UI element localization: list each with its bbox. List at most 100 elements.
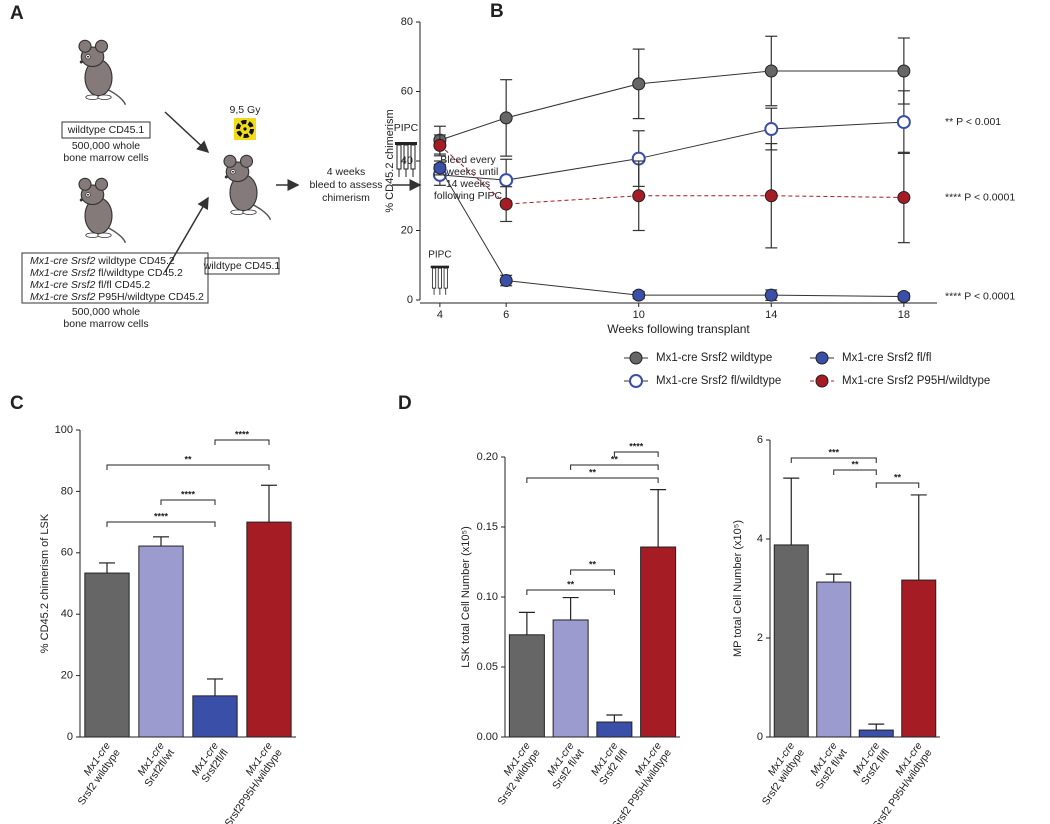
error-bar [868, 723, 885, 731]
step-text: Bleed every [440, 154, 496, 166]
significance-label: ** [611, 454, 619, 464]
x-tick-label: 14 [765, 309, 777, 321]
error-bar [910, 494, 927, 581]
step-text: 4 weeks [327, 166, 366, 178]
donor-cells: 500,000 whole [72, 140, 140, 152]
step-text: following PIPC [434, 190, 503, 202]
x-tick-label: 10 [633, 309, 645, 321]
significance-bracket [613, 451, 659, 457]
x-axis-label: Weeks following transplant [607, 322, 750, 336]
recipient-label: wildtype CD45.1 [203, 260, 281, 272]
error-bar [153, 536, 169, 547]
donor-cells: bone marrow cells [63, 152, 148, 164]
series-line [439, 121, 904, 181]
significance-label: ** [894, 472, 902, 482]
x-tick-label: Mx1-creSrsf2 wildtype [750, 740, 807, 807]
point [499, 274, 513, 288]
y-tick-label: 0 [757, 731, 763, 743]
y-tick-label: 0.05 [477, 661, 498, 673]
point [897, 64, 911, 78]
panel-label: B [490, 1, 504, 22]
significance-label: *** [828, 447, 839, 457]
bar [640, 546, 677, 738]
bar [596, 721, 633, 738]
y-axis-label: MP total Cell Number (x10⁵) [732, 520, 744, 657]
significance-bracket [106, 464, 270, 470]
significance-label: **** [154, 511, 169, 521]
y-tick-label: 6 [757, 434, 763, 446]
y-tick-label: 100 [55, 424, 73, 436]
point [764, 189, 778, 203]
arrow [164, 196, 209, 273]
x-tick-label: Mx1-creSrsf2 fl/fl [587, 740, 630, 787]
step-text: chimerism [322, 192, 370, 204]
x-tick-label: 4 [437, 309, 443, 321]
significance-label: **** [235, 429, 250, 439]
radiation-icon [236, 120, 254, 138]
x-tick-label: 6 [503, 309, 509, 321]
bar [901, 579, 937, 738]
error-bar [518, 611, 535, 635]
point [897, 190, 911, 204]
point [632, 77, 646, 91]
y-tick-label: 2 [757, 632, 763, 644]
annotation: PIPC [428, 250, 451, 261]
error-bar [207, 678, 223, 696]
point [499, 111, 513, 125]
test-cells: 500,000 whole [72, 306, 140, 318]
point [499, 173, 514, 188]
error-bar [825, 573, 842, 583]
bar [508, 634, 545, 738]
significance-label: **** [629, 441, 644, 451]
x-tick-label: Mx1-creSrsf2fl/fl [189, 740, 231, 785]
y-tick-label: 0.15 [477, 521, 498, 533]
bar [816, 581, 852, 738]
mouse-icon [78, 177, 127, 244]
x-tick-label: Mx1-creSrsf2 fl/fl [849, 740, 892, 787]
significance-bracket [875, 482, 920, 488]
step-text: bleed to assess [310, 179, 383, 191]
significance-bracket [833, 469, 877, 475]
y-tick-label: 0.20 [477, 451, 498, 463]
bar [84, 572, 130, 738]
y-tick-label: 0 [407, 294, 413, 306]
series-line [439, 70, 904, 141]
y-axis-label: % CD45.2 chimerism [384, 109, 396, 212]
bar [858, 729, 894, 738]
x-tick-label: Mx1-creSrsf2 wildtype [485, 740, 542, 807]
point [764, 64, 778, 78]
genotype-line: Mx1-cre Srsf2 fl/wildtype CD45.2 [30, 267, 183, 279]
y-axis-label: % CD45.2 chimerism of LSK [39, 513, 51, 653]
significance-bracket [526, 477, 659, 483]
mouse-icon [78, 39, 127, 106]
treatment-label: PIPC [394, 122, 419, 134]
legend-marker [815, 374, 829, 388]
y-tick-label: 4 [757, 533, 763, 545]
panel-label: C [10, 393, 24, 414]
genotype-line: Mx1-cre Srsf2 fl/fl CD45.2 [30, 279, 150, 291]
significance-bracket [526, 589, 615, 595]
significance-label: ** [589, 467, 597, 477]
bar [552, 619, 589, 738]
significance-bracket [570, 569, 615, 575]
test-cells: bone marrow cells [63, 318, 148, 330]
point [764, 122, 779, 137]
panel-label: A [10, 3, 24, 24]
significance-bracket [160, 499, 216, 505]
donor-label: wildtype CD45.1 [67, 124, 145, 136]
mouse-icon [223, 154, 272, 221]
y-tick-label: 60 [61, 547, 73, 559]
arrow [164, 111, 210, 154]
p-value: ** P < 0.001 [945, 116, 1001, 128]
y-tick-label: 40 [61, 608, 73, 620]
significance-label: ** [851, 459, 859, 469]
genotype-line: Mx1-cre Srsf2 P95H/wildtype CD45.2 [30, 291, 204, 303]
y-tick-label: 40 [401, 155, 413, 167]
legend-marker [815, 351, 829, 365]
point [632, 189, 646, 203]
significance-bracket [106, 521, 216, 527]
step-text: 4 weeks until [438, 166, 499, 178]
p-value: **** P < 0.0001 [945, 191, 1015, 203]
panel-label: D [398, 393, 412, 414]
x-tick-label: Mx1-creSrsf2fl/wt [132, 740, 177, 789]
